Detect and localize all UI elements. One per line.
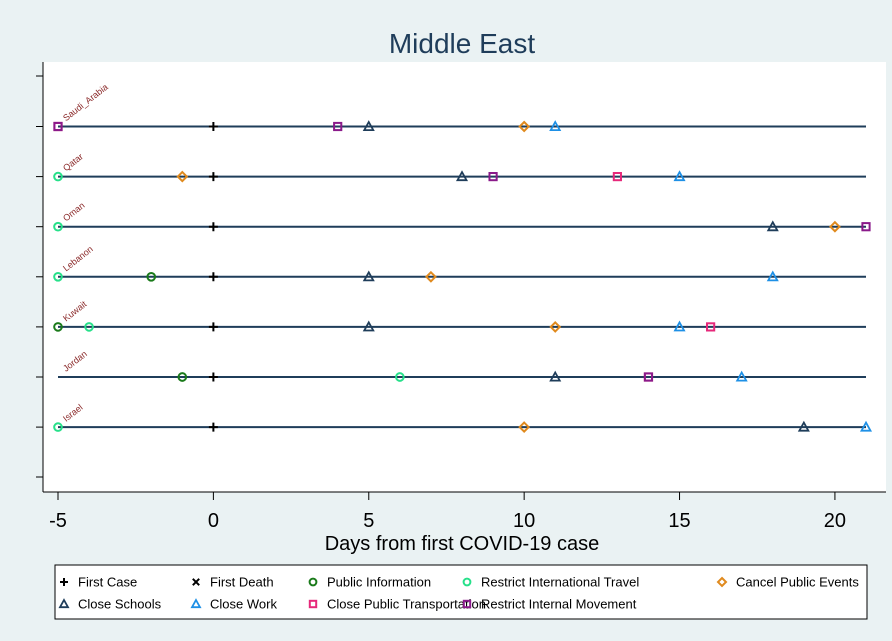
x-tick-label: 0	[208, 510, 219, 532]
data-point	[797, 420, 810, 432]
x-tick-label: 20	[824, 510, 846, 532]
data-point	[735, 370, 748, 382]
data-point	[673, 320, 686, 332]
legend-marker	[192, 578, 200, 586]
data-point	[208, 322, 218, 332]
legend-label: Restrict International Travel	[481, 575, 639, 590]
data-point	[706, 322, 716, 332]
legend-marker	[308, 599, 318, 609]
data-point	[208, 122, 218, 131]
data-point	[766, 270, 779, 282]
data-point	[146, 271, 157, 282]
data-point	[673, 170, 686, 182]
data-point	[766, 220, 779, 232]
data-point	[829, 220, 841, 233]
data-point	[208, 422, 218, 432]
data-point	[488, 172, 498, 182]
data-point	[177, 372, 188, 382]
data-point	[518, 120, 531, 133]
data-point	[53, 271, 63, 282]
data-point	[362, 120, 375, 131]
legend-marker	[60, 578, 68, 586]
legend: First Case First Death Public Information R…	[58, 575, 859, 612]
legend-label: First Case	[78, 575, 137, 590]
x-tick-label: 5	[363, 510, 374, 532]
x-axis-label: Days from first COVID-19 case	[325, 533, 600, 555]
legend-marker	[308, 577, 318, 587]
data-point	[549, 120, 562, 131]
data-point	[455, 170, 469, 182]
x-tick-label: 10	[513, 510, 535, 532]
x-tick-label: 15	[668, 510, 690, 532]
legend-marker	[462, 577, 472, 587]
data-point	[176, 170, 189, 183]
legend-marker	[462, 599, 472, 609]
legend-marker	[58, 598, 70, 609]
data-point	[53, 422, 63, 432]
data-point	[84, 322, 94, 332]
legend-label: Public Information	[327, 575, 431, 590]
legend-label: Restrict Internal Movement	[481, 597, 637, 612]
data-point	[861, 222, 871, 232]
data-point	[208, 272, 218, 282]
data-point	[549, 370, 562, 382]
data-point	[208, 172, 218, 182]
data-point	[53, 322, 63, 332]
legend-label: Close Public Transportation	[327, 597, 486, 612]
data-point	[518, 421, 531, 434]
country-lines	[58, 125, 866, 429]
data-point	[425, 270, 437, 283]
legend-label: First Death	[210, 575, 274, 590]
axes: -5 0 5 10 15 20	[36, 62, 886, 532]
data-point	[549, 320, 562, 333]
legend-marker	[190, 598, 202, 609]
data-point	[362, 270, 375, 282]
x-tick-label: -5	[49, 510, 67, 532]
data-point	[859, 420, 873, 432]
data-point	[208, 372, 218, 382]
legend-label: Close Work	[210, 597, 277, 612]
data-point	[362, 320, 375, 332]
chart-title: Middle East	[389, 28, 536, 59]
data-point	[333, 121, 343, 132]
data-point	[53, 221, 63, 232]
legend-marker	[716, 576, 728, 588]
legend-box	[54, 564, 868, 620]
data-point	[208, 222, 218, 232]
data-point	[53, 121, 63, 132]
data-point	[395, 372, 405, 382]
chart-markers	[53, 120, 873, 434]
data-point	[53, 171, 63, 182]
data-point	[643, 372, 654, 382]
legend-label: Close Schools	[78, 597, 162, 612]
data-point	[612, 172, 622, 182]
legend-label: Cancel Public Events	[736, 575, 859, 590]
